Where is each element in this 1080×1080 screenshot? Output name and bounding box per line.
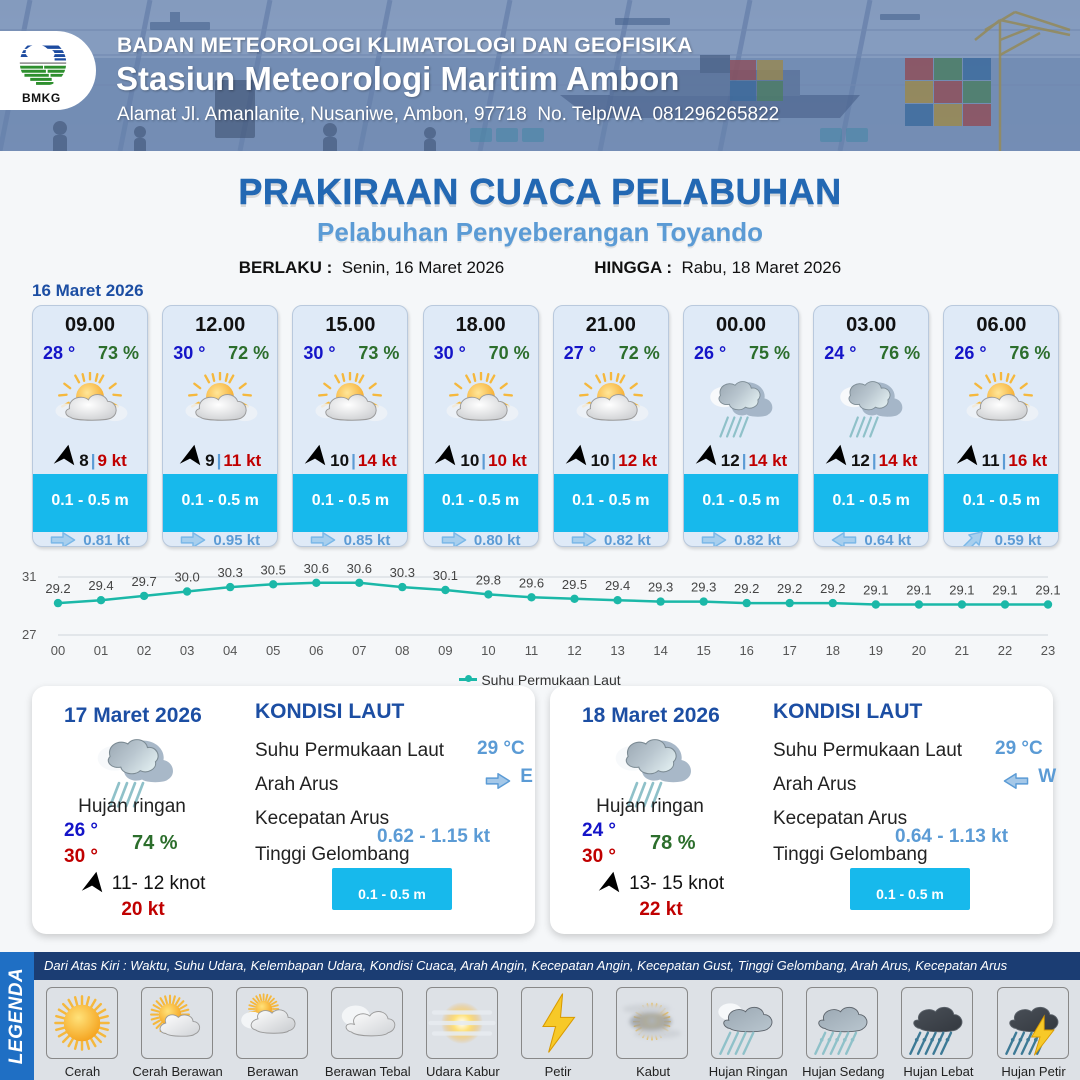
svg-text:30.0: 30.0 (174, 570, 199, 585)
svg-text:06: 06 (309, 643, 323, 658)
svg-text:29.5: 29.5 (562, 577, 587, 592)
svg-text:30.1: 30.1 (433, 568, 458, 583)
svg-text:07: 07 (352, 643, 366, 658)
svg-text:29.1: 29.1 (863, 583, 888, 598)
svg-text:01: 01 (94, 643, 108, 658)
svg-text:11: 11 (525, 643, 539, 658)
svg-text:17: 17 (782, 643, 796, 658)
svg-text:14: 14 (653, 643, 667, 658)
svg-text:09: 09 (438, 643, 452, 658)
svg-text:29.2: 29.2 (45, 581, 70, 596)
svg-text:29.2: 29.2 (734, 581, 759, 596)
svg-text:19: 19 (869, 643, 883, 658)
svg-text:03: 03 (180, 643, 194, 658)
svg-text:30.6: 30.6 (304, 561, 329, 576)
svg-text:21: 21 (955, 643, 969, 658)
svg-text:29.2: 29.2 (820, 581, 845, 596)
svg-text:29.8: 29.8 (476, 572, 501, 587)
svg-text:23: 23 (1041, 643, 1055, 658)
svg-text:29.3: 29.3 (648, 580, 673, 595)
svg-text:05: 05 (266, 643, 280, 658)
svg-text:29.2: 29.2 (777, 581, 802, 596)
svg-text:29.4: 29.4 (605, 578, 630, 593)
svg-text:30.3: 30.3 (390, 565, 415, 580)
svg-text:15: 15 (696, 643, 710, 658)
svg-text:20: 20 (912, 643, 926, 658)
svg-text:29.3: 29.3 (691, 580, 716, 595)
svg-text:29.6: 29.6 (519, 575, 544, 590)
svg-text:29.1: 29.1 (992, 583, 1017, 598)
svg-text:29.7: 29.7 (131, 574, 156, 589)
svg-text:04: 04 (223, 643, 237, 658)
svg-text:29.1: 29.1 (1035, 583, 1060, 598)
svg-text:29.4: 29.4 (88, 578, 113, 593)
svg-text:08: 08 (395, 643, 409, 658)
svg-text:30.5: 30.5 (261, 562, 286, 577)
svg-text:22: 22 (998, 643, 1012, 658)
svg-text:16: 16 (739, 643, 753, 658)
svg-text:12: 12 (567, 643, 581, 658)
svg-text:02: 02 (137, 643, 151, 658)
svg-text:30.3: 30.3 (218, 565, 243, 580)
svg-text:18: 18 (826, 643, 840, 658)
svg-text:29.1: 29.1 (906, 583, 931, 598)
svg-text:29.1: 29.1 (949, 583, 974, 598)
svg-text:13: 13 (610, 643, 624, 658)
svg-text:30.6: 30.6 (347, 561, 372, 576)
svg-text:31: 31 (22, 569, 36, 584)
svg-text:10: 10 (481, 643, 495, 658)
svg-text:27: 27 (22, 627, 36, 642)
svg-text:00: 00 (51, 643, 65, 658)
